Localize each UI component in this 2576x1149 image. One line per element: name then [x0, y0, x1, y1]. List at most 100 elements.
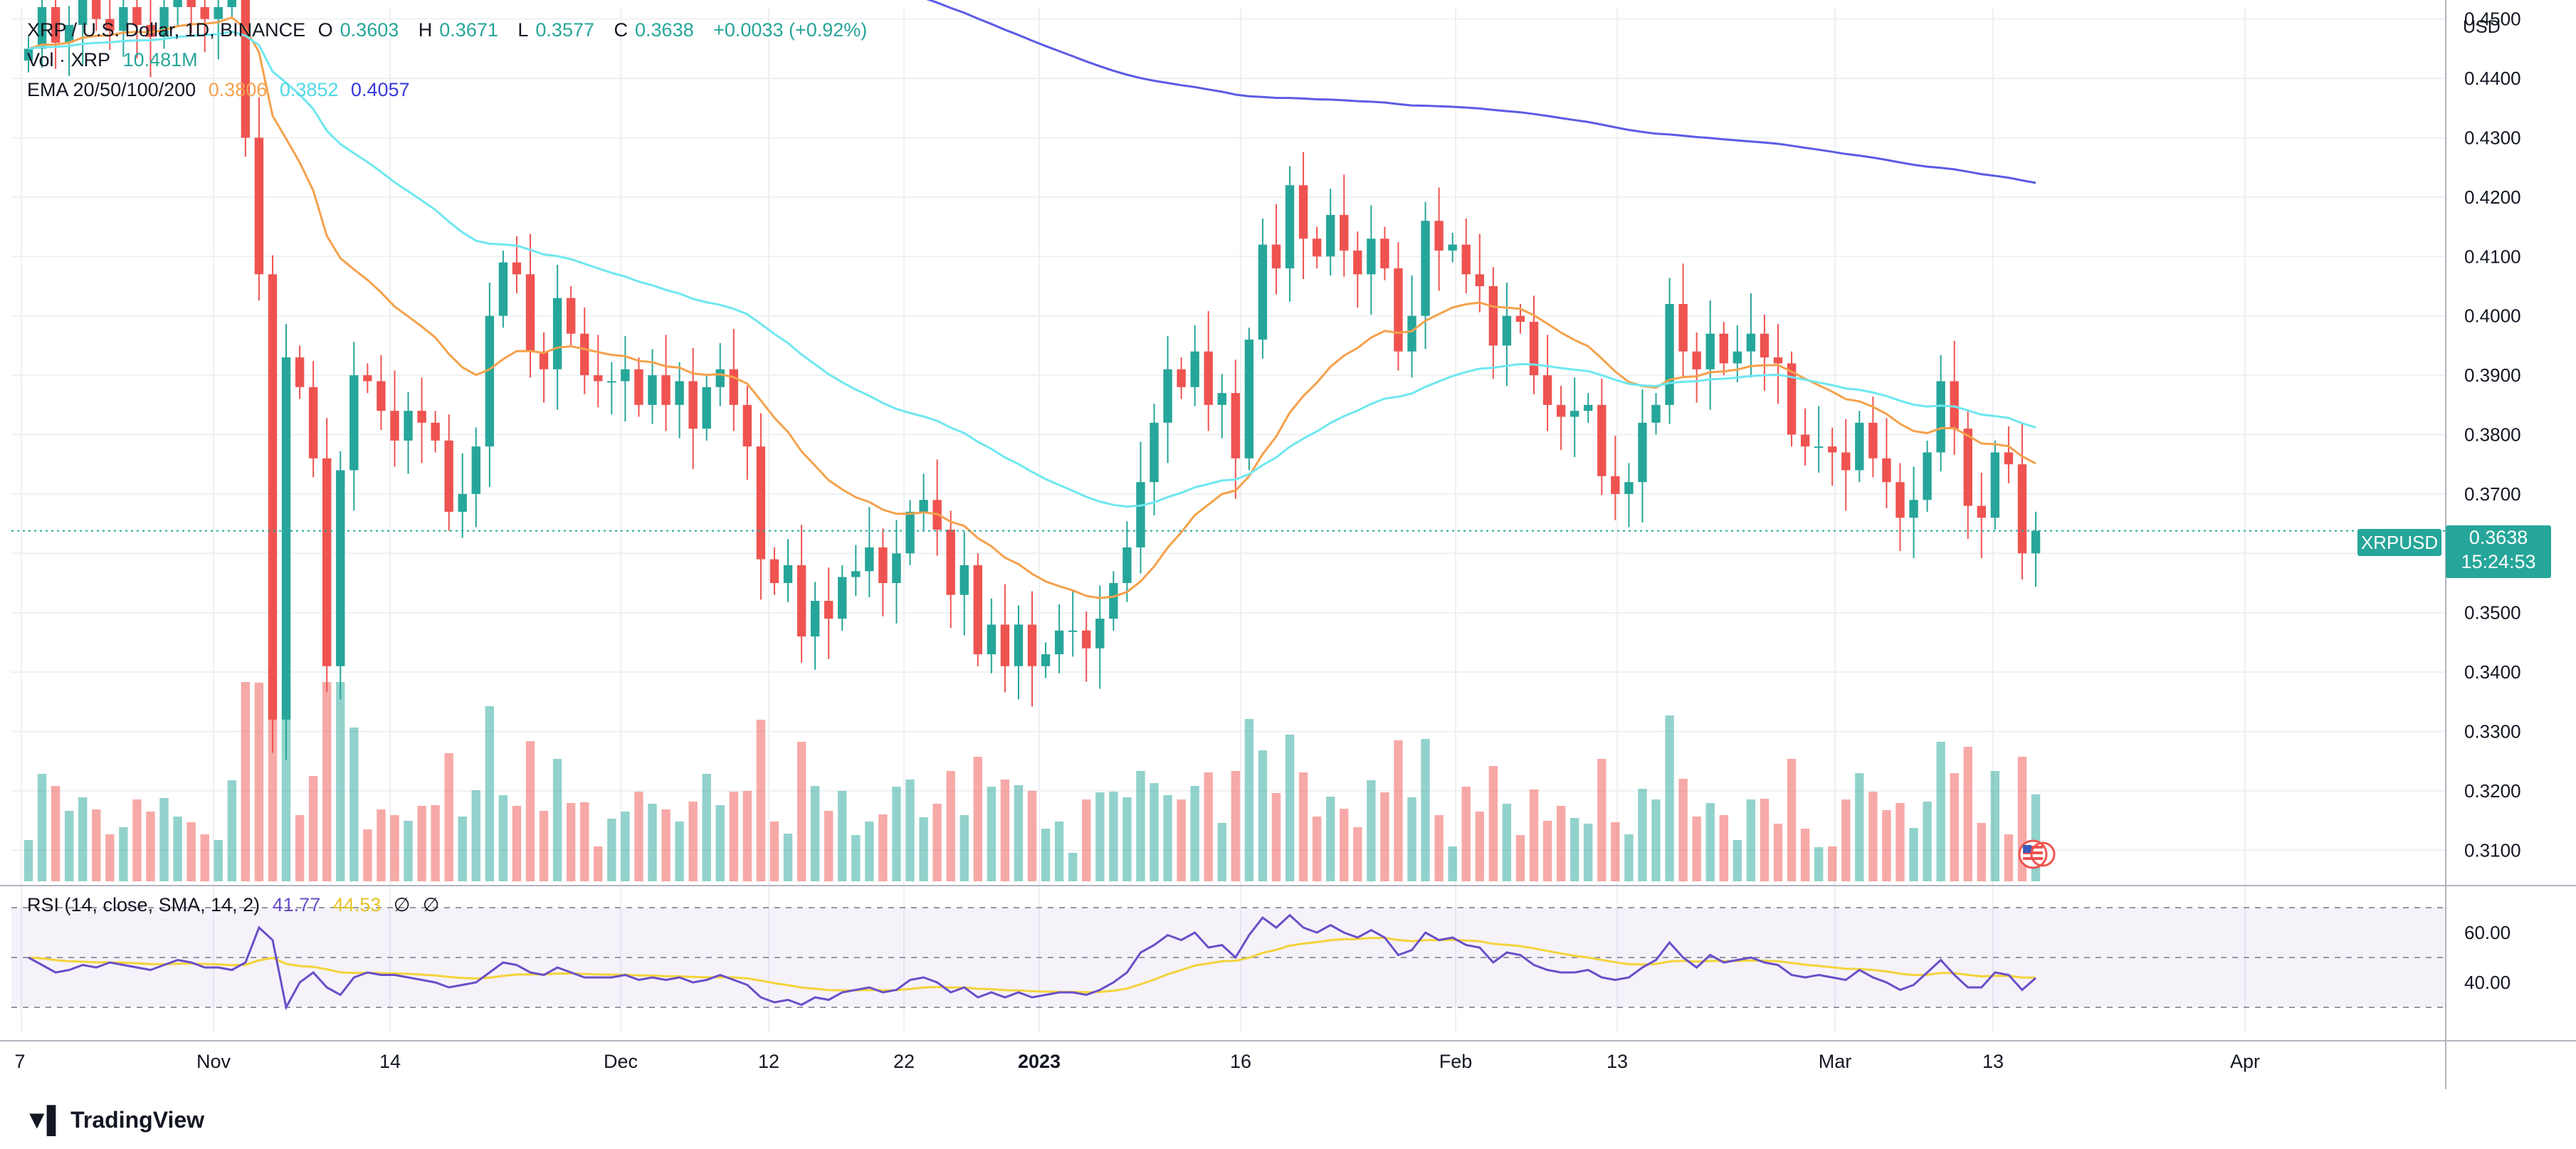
volume-bar	[1977, 823, 1986, 881]
candle	[1231, 393, 1241, 458]
ema50-value: 0.3852	[279, 79, 339, 100]
rsi-extra-2: ∅	[422, 894, 440, 915]
high-value: 0.3671	[439, 19, 498, 41]
candle	[1909, 500, 1918, 518]
candle	[1163, 369, 1172, 423]
volume-bar	[417, 806, 426, 881]
tradingview-footer[interactable]: ▼▌ TradingView	[24, 1105, 204, 1135]
volume-bar	[390, 815, 399, 881]
volume-bar	[1542, 821, 1552, 881]
candle	[417, 411, 426, 423]
volume-bar	[1705, 803, 1715, 881]
candle	[1367, 238, 1376, 275]
candle	[1882, 458, 1891, 483]
volume-bar	[1258, 750, 1268, 881]
ema200-value: 0.4057	[350, 79, 410, 100]
volume-bar	[919, 817, 928, 881]
candle	[1773, 357, 1783, 364]
volume-bar	[1719, 815, 1728, 881]
candle	[702, 387, 711, 429]
volume-bar	[702, 774, 711, 881]
volume-bar	[1570, 818, 1579, 881]
candle	[607, 381, 616, 383]
candle	[1950, 381, 1959, 429]
volume-bar	[1488, 766, 1498, 881]
candle	[1448, 244, 1457, 251]
candle	[485, 315, 495, 447]
rsi-value: 41.77	[272, 894, 321, 915]
volume-bar	[1800, 829, 1810, 881]
volume-bar	[905, 780, 915, 881]
price-tick-label: 0.4500	[2464, 9, 2521, 30]
ema20-line	[28, 16, 2036, 599]
ema-legend: EMA 20/50/100/200 0.3806 0.3852 0.4057	[27, 78, 417, 101]
volume-bar	[1814, 847, 1824, 881]
volume-bar	[1095, 792, 1105, 881]
date-label: 12	[758, 1051, 779, 1072]
volume-bar	[200, 834, 209, 881]
candle	[1298, 185, 1308, 239]
volume-bar	[51, 786, 61, 881]
volume-bar	[227, 780, 237, 881]
date-label: 16	[1230, 1051, 1251, 1072]
candle	[1665, 304, 1674, 405]
volume-bar	[1380, 792, 1389, 881]
date-label: 2023	[1018, 1051, 1061, 1072]
volume-bar	[1990, 771, 2000, 881]
price-tick-label: 0.3900	[2464, 364, 2521, 386]
volume-bar	[1502, 804, 1512, 881]
candle	[1855, 422, 1864, 471]
volume-bar	[1448, 846, 1457, 881]
candle	[892, 553, 901, 583]
tradingview-logo-icon: ▼▌	[24, 1105, 65, 1134]
candle	[1611, 476, 1620, 494]
candle	[1678, 304, 1688, 352]
rsi-tick-label: 60.00	[2464, 922, 2511, 943]
last-price: 0.3638	[2469, 527, 2528, 548]
candle	[1556, 404, 1566, 417]
volume-bar	[444, 753, 453, 881]
volume-bar	[607, 819, 616, 881]
candle	[281, 357, 291, 720]
candle	[973, 565, 982, 655]
close-value: 0.3638	[635, 19, 694, 41]
candle	[105, 19, 115, 31]
volume-bar	[1041, 829, 1051, 881]
candle	[1692, 351, 1701, 369]
candle	[1461, 244, 1471, 275]
volume-bar	[1733, 840, 1742, 881]
candle	[1150, 422, 1159, 483]
candle	[132, 7, 142, 26]
volume-bar	[404, 821, 413, 881]
volume-bar	[1855, 773, 1864, 881]
volume-bar	[580, 802, 589, 881]
volume-bar	[458, 817, 467, 881]
volume-bar	[1787, 759, 1797, 881]
candle	[1353, 250, 1362, 275]
candle	[1787, 363, 1797, 435]
candle	[688, 381, 698, 429]
volume-bar	[1692, 817, 1701, 881]
volume-bar	[146, 812, 155, 881]
volume-bar	[322, 682, 332, 881]
date-label: 7	[14, 1051, 25, 1072]
volume-bar	[1340, 809, 1349, 881]
candle	[878, 547, 888, 583]
price-tick-label: 0.3400	[2464, 661, 2521, 683]
volume-bar	[1298, 772, 1308, 881]
candle	[1325, 214, 1335, 257]
close-label: C	[614, 19, 629, 41]
us-flag-icon[interactable]	[2017, 839, 2057, 870]
brand-name: TradingView	[70, 1106, 205, 1133]
volume-bar	[1665, 715, 1674, 881]
candle	[1841, 452, 1851, 471]
volume-bar	[1353, 827, 1362, 881]
price-tick-label: 0.4400	[2464, 68, 2521, 89]
volume-bar	[783, 834, 793, 881]
volume-bar	[1909, 828, 1918, 881]
ema200-line	[926, 0, 2036, 184]
candle	[851, 571, 861, 577]
rsi-extra-1: ∅	[393, 894, 411, 915]
rsi-legend: RSI (14, close, SMA, 14, 2) 41.77 44.53 …	[27, 894, 446, 916]
